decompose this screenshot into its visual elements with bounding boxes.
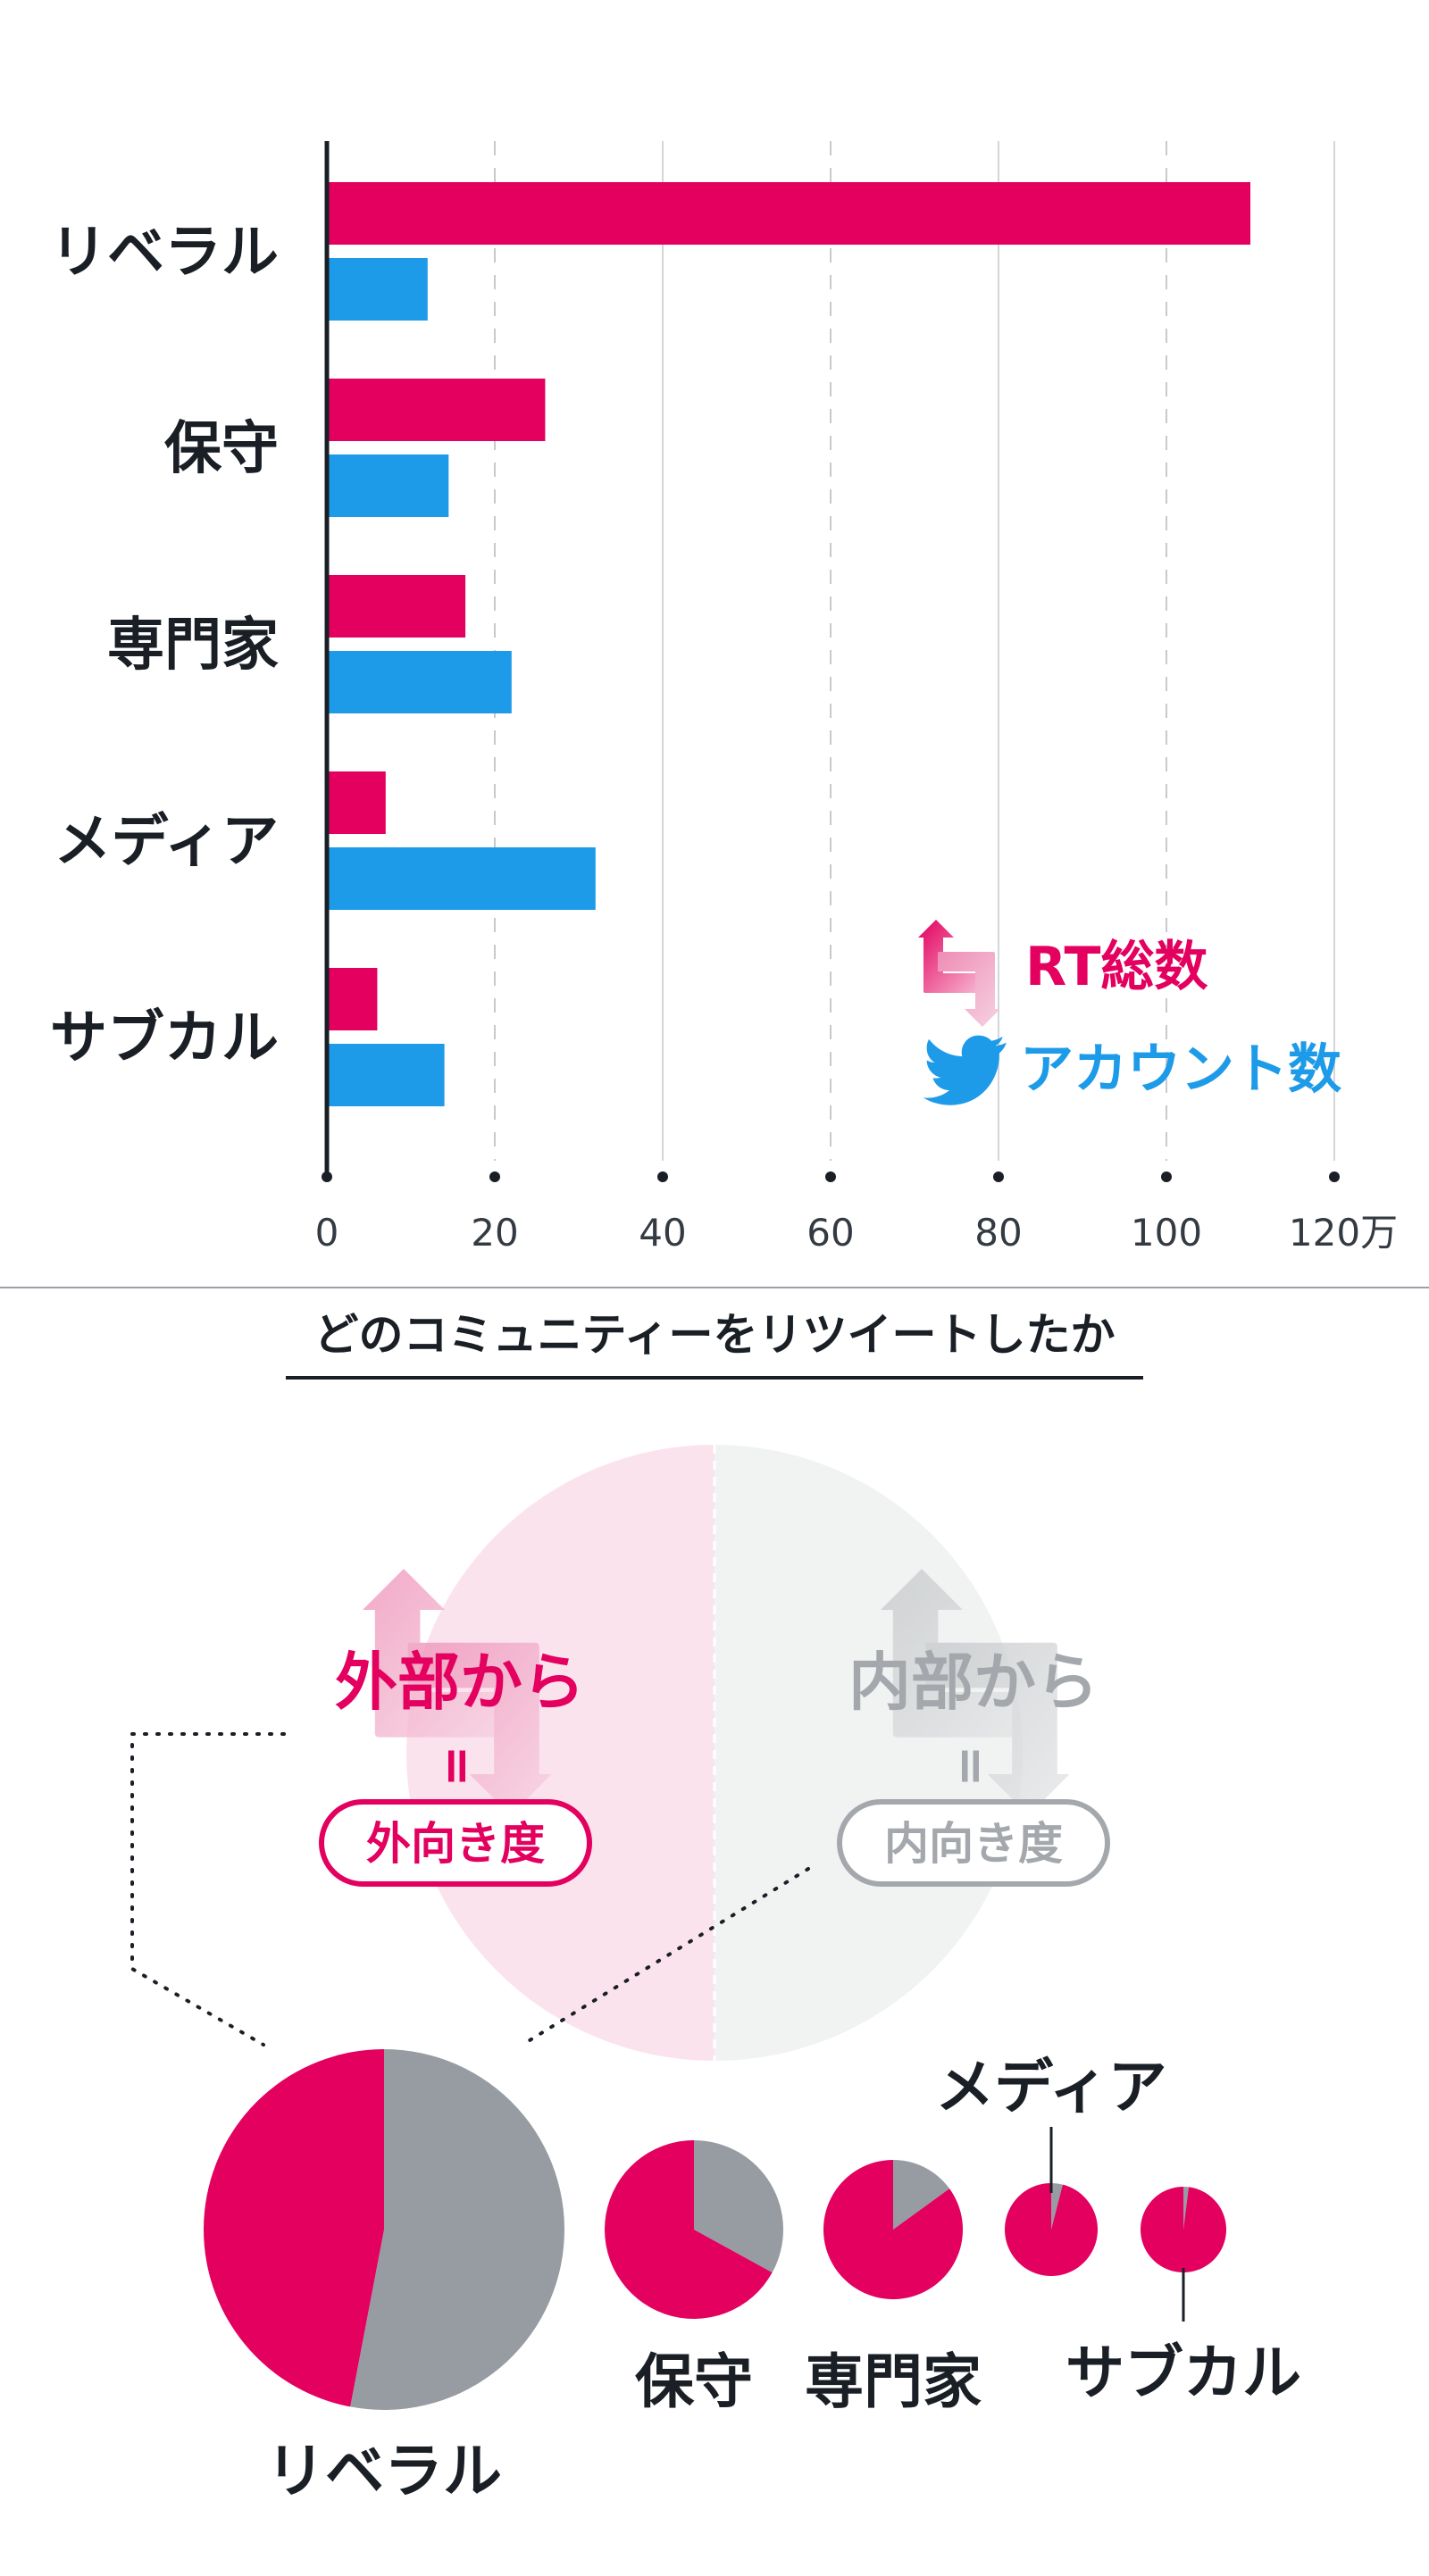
x-tick-dot <box>993 1171 1004 1182</box>
category-label: 保守 <box>164 416 279 482</box>
x-tick-label: 120万 <box>1289 1211 1398 1255</box>
concept-outside-badge: 外向き度 <box>366 1818 545 1870</box>
pie-leader-lines <box>1049 2127 1185 2322</box>
pie-label: サブカル <box>1065 2338 1301 2407</box>
pie-charts <box>203 2049 1227 2410</box>
concept-outside-title: 外部から <box>335 1646 585 1719</box>
retweet-icon <box>918 920 1000 1027</box>
x-tick-label: 40 <box>639 1211 686 1255</box>
outside-half-circle <box>406 1445 714 2061</box>
bar-accounts <box>327 454 449 517</box>
x-tick-dot <box>1329 1171 1340 1182</box>
bar-accounts <box>327 847 596 910</box>
pie-label: 専門家 <box>805 2347 982 2416</box>
bar-accounts <box>327 258 428 321</box>
concept-inside-badge: 内向き度 <box>884 1818 1063 1870</box>
x-tick-dot <box>489 1171 500 1182</box>
pie-slice-outside <box>605 2140 773 2319</box>
pie-label: リベラル <box>266 2437 502 2505</box>
bar-accounts <box>327 1044 445 1106</box>
pie-label: 保守 <box>635 2347 753 2416</box>
x-tick-label: 100 <box>1131 1211 1202 1255</box>
connector-outside <box>130 1732 286 2047</box>
bar-rt <box>327 379 546 441</box>
pie-slice-inside <box>1183 2187 1190 2230</box>
category-label: メディア <box>54 809 279 875</box>
section-title: どのコミュニティーをリツイートしたか <box>314 1309 1116 1361</box>
x-tick-label: 20 <box>471 1211 518 1255</box>
x-tick-label: 0 <box>315 1211 339 1255</box>
pie-label: メディア <box>935 2053 1166 2122</box>
x-tick-dot <box>1161 1171 1172 1182</box>
x-tick-dot <box>825 1171 836 1182</box>
category-label: リベラル <box>50 220 279 286</box>
pie-slice-outside <box>823 2160 963 2300</box>
pie-slice-inside <box>1051 2183 1063 2230</box>
concept-outside-eq: = <box>429 1746 487 1788</box>
legend-label-accounts: アカウント数 <box>1020 1038 1341 1101</box>
x-tick-label: 60 <box>806 1211 854 1255</box>
retweet-icon <box>363 1569 552 1815</box>
pie-slice-inside <box>350 2049 564 2410</box>
gridlines <box>494 141 1335 1161</box>
pie-slice-inside <box>694 2140 783 2273</box>
bar-rt <box>327 771 386 834</box>
concept-inside-eq: = <box>942 1746 1000 1788</box>
retweet-icon <box>881 1569 1070 1815</box>
x-tick-label: 80 <box>974 1211 1022 1255</box>
legend-label-rt: RT総数 <box>1025 936 1208 998</box>
x-tick-dot <box>657 1171 668 1182</box>
bar-rt <box>327 575 466 638</box>
x-tick-group: 0 20 40 60 80 100 120万 <box>315 1171 1398 1255</box>
category-label: サブカル <box>50 1005 279 1071</box>
pie-slice-inside <box>893 2160 950 2230</box>
pie-slice-outside <box>203 2049 384 2407</box>
pie-slice-outside <box>1141 2187 1227 2272</box>
concept-diagram: 外部から = 外向き度 内部から = 内向き度 <box>130 1445 1110 2061</box>
category-label: 専門家 <box>107 613 279 679</box>
legend: RT総数 アカウント数 <box>918 920 1341 1105</box>
outside-badge <box>319 1799 592 1887</box>
bar-marks <box>327 182 1250 1106</box>
x-tick-dot <box>322 1171 332 1182</box>
twitter-bird-icon <box>923 1035 1007 1105</box>
pie-slice-outside <box>1004 2183 1098 2276</box>
bar-rt <box>327 968 378 1030</box>
bar-rt <box>327 182 1250 245</box>
bar-accounts <box>327 651 512 713</box>
inside-badge <box>837 1799 1110 1887</box>
concept-inside-title: 内部から <box>848 1646 1099 1719</box>
